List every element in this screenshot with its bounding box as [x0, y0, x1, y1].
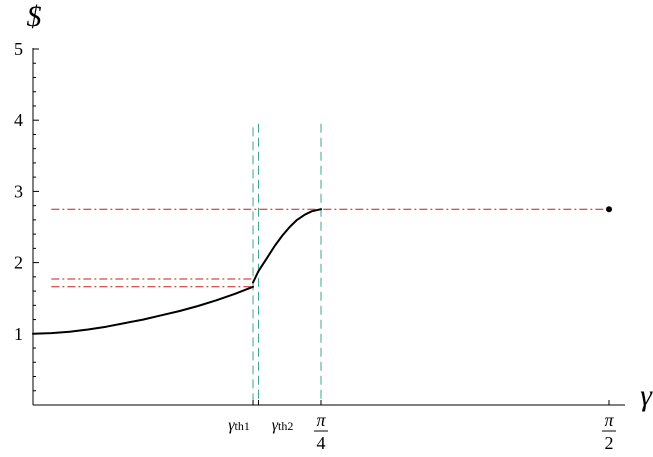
series-lower-branch	[32, 285, 254, 335]
x-tick-label-pi2: π2	[602, 410, 617, 453]
endpoint-dot	[606, 206, 613, 213]
x-tick-denominator-pi4: 4	[317, 433, 326, 453]
x-axis-title: γ	[640, 379, 653, 412]
series-upper-branch	[252, 208, 322, 284]
y-tick-label-4: 4	[14, 110, 23, 130]
x-tick-numerator-pi4: π	[316, 410, 326, 430]
y-axis-title: $	[27, 0, 42, 33]
series	[32, 206, 613, 335]
y-tick-label-1: 1	[14, 324, 23, 344]
x-tick-label-gth1: γth1	[228, 417, 250, 434]
x-tick-label-pi4: π4	[314, 410, 329, 453]
axes	[32, 48, 625, 406]
y-tick-label-3: 3	[14, 181, 23, 201]
x-tick-numerator-pi2: π	[604, 410, 614, 430]
x-tick-denominator-pi2: 2	[605, 433, 614, 453]
reference-lines	[51, 123, 610, 405]
y-tick-label-2: 2	[14, 253, 23, 273]
x-tick-label-gth2: γth2	[272, 417, 294, 434]
y-tick-label-5: 5	[14, 39, 23, 59]
